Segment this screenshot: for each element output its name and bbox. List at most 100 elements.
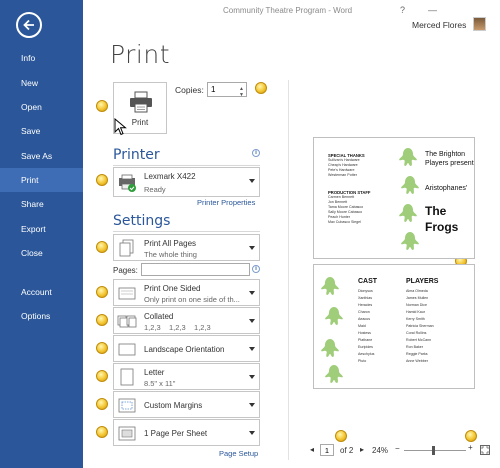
player-name: Hamid Kaur: [406, 310, 425, 314]
callout-marker-icon: [96, 398, 108, 410]
mouse-pointer-icon: [114, 118, 127, 136]
sidebar-item-options[interactable]: Options: [21, 311, 51, 321]
sidebar-item-save-as[interactable]: Save As: [21, 151, 53, 161]
staff-item: Peach Hunter: [328, 215, 350, 219]
pages-icon: [119, 239, 134, 257]
info-icon[interactable]: i: [252, 149, 260, 157]
letter-icon: [120, 368, 134, 386]
next-page-button[interactable]: ▸: [360, 445, 365, 454]
printer-ready-icon: [119, 174, 136, 192]
help-button[interactable]: ?: [400, 5, 406, 15]
paper-size-dropdown[interactable]: Letter 8.5" x 11": [113, 363, 260, 390]
sidebar-item-share[interactable]: Share: [21, 199, 44, 209]
chevron-down-icon: [249, 246, 255, 250]
printer-status: Ready: [144, 185, 166, 194]
page-setup-link[interactable]: Page Setup: [219, 449, 259, 458]
player-name: James Mullen: [406, 296, 429, 300]
staff-item: Tama Moore Cabasco: [328, 205, 364, 209]
zoom-out-button[interactable]: −: [395, 444, 400, 453]
player-name: Coral Rollins: [406, 331, 427, 335]
sidebar-item-export[interactable]: Export: [21, 224, 46, 234]
current-page-input[interactable]: 1: [320, 444, 334, 456]
preview-page-1: SPECIAL THANKS Sullivan's Hardware Cheap…: [313, 137, 475, 259]
frog-illustration: [401, 232, 419, 250]
pages-label: Pages:: [113, 266, 138, 275]
chevron-down-icon: [249, 291, 255, 295]
print-range-dropdown[interactable]: Print All Pages The whole thing: [113, 234, 260, 261]
page-count: of 2: [340, 446, 354, 455]
player-name: Ron Baker: [406, 345, 423, 349]
printer-properties-link[interactable]: Printer Properties: [197, 198, 256, 207]
sidebar-item-print[interactable]: Print: [0, 168, 83, 192]
printer-section-title: Printer: [113, 147, 160, 163]
play-title-line: Frogs: [425, 220, 459, 234]
sides-subtitle: Only print on one side of th...: [144, 295, 240, 304]
chevron-down-icon[interactable]: ▼: [239, 92, 244, 98]
frog-illustration: [325, 307, 343, 325]
pages-per-sheet-dropdown[interactable]: 1 Page Per Sheet: [113, 419, 260, 446]
user-name[interactable]: Merced Flores: [412, 20, 467, 30]
divider: [113, 231, 260, 232]
sidebar-item-save[interactable]: Save: [21, 126, 41, 136]
cast-role: Hostess: [358, 331, 371, 335]
print-button-label: Print: [131, 118, 149, 127]
sides-dropdown[interactable]: Print One Sided Only print on one side o…: [113, 279, 260, 306]
printer-dropdown[interactable]: Lexmark X422 Ready: [113, 167, 260, 197]
minimize-button[interactable]: —: [428, 5, 437, 15]
callout-marker-icon: [255, 82, 267, 94]
avatar[interactable]: [473, 17, 486, 31]
page-per-sheet-icon: [118, 426, 136, 441]
player-name: Norman Dice: [406, 303, 427, 307]
special-thanks-heading: SPECIAL THANKS: [328, 153, 365, 158]
copies-stepper[interactable]: 1 ▲ ▼: [207, 82, 247, 98]
margins-icon: [118, 398, 136, 413]
sidebar-item-account[interactable]: Account: [21, 287, 52, 297]
chevron-up-icon[interactable]: ▲: [239, 86, 244, 92]
sidebar-item-open[interactable]: Open: [21, 102, 42, 112]
callout-marker-icon: [335, 430, 347, 442]
collation-title: Collated: [144, 312, 174, 321]
sidebar-item-new[interactable]: New: [21, 78, 39, 88]
callout-marker-icon: [96, 314, 108, 326]
zoom-in-button[interactable]: +: [468, 443, 473, 452]
callout-marker-icon: [96, 241, 108, 253]
margins-title: Custom Margins: [144, 401, 203, 410]
player-name: Anne Webber: [406, 359, 428, 363]
players-heading: PLAYERS: [406, 278, 439, 285]
back-button[interactable]: [16, 12, 42, 38]
collation-dropdown[interactable]: Collated 1,2,3 1,2,3 1,2,3: [113, 307, 260, 334]
copies-value: 1: [211, 85, 216, 94]
cast-role: Pluto: [358, 359, 367, 363]
paper-size-subtitle: 8.5" x 11": [144, 379, 176, 388]
callout-marker-icon: [96, 174, 108, 186]
orientation-dropdown[interactable]: Landscape Orientation: [113, 335, 260, 362]
chevron-down-icon: [249, 375, 255, 379]
sidebar-item-close[interactable]: Close: [21, 248, 43, 258]
callout-marker-icon: [96, 426, 108, 438]
zoom-to-page-icon[interactable]: [480, 445, 490, 455]
callout-marker-icon: [96, 100, 108, 112]
preview-page-2: CAST PLAYERS Dionysus Xanthias Heracles …: [313, 264, 475, 389]
arrow-left-icon: [23, 19, 34, 31]
player-name: Robert McCann: [406, 338, 432, 342]
presenter-line: Players present: [425, 160, 474, 167]
zoom-slider-thumb[interactable]: [432, 446, 435, 455]
zoom-slider[interactable]: [404, 450, 466, 451]
callout-marker-icon: [96, 286, 108, 298]
cast-role: Dionysus: [358, 289, 373, 293]
orientation-title: Landscape Orientation: [144, 345, 225, 354]
margins-dropdown[interactable]: Custom Margins: [113, 391, 260, 418]
pages-input[interactable]: [141, 263, 250, 276]
chevron-down-icon: [249, 347, 255, 351]
callout-marker-icon: [96, 370, 108, 382]
info-icon[interactable]: i: [252, 265, 260, 273]
frog-illustration: [399, 204, 417, 222]
backstage-sidebar: Info New Open Save Save As Print Share E…: [0, 0, 83, 468]
staff-item: Carmen Bennett: [328, 195, 355, 199]
cast-role: Charon: [358, 310, 370, 314]
title-bar: Community Theatre Program - Word ? — Mer…: [83, 0, 500, 31]
one-sided-icon: [118, 287, 136, 300]
previous-page-button[interactable]: ◂: [310, 445, 315, 454]
sidebar-item-info[interactable]: Info: [21, 53, 36, 63]
staff-item: Jon Bennett: [328, 200, 348, 204]
